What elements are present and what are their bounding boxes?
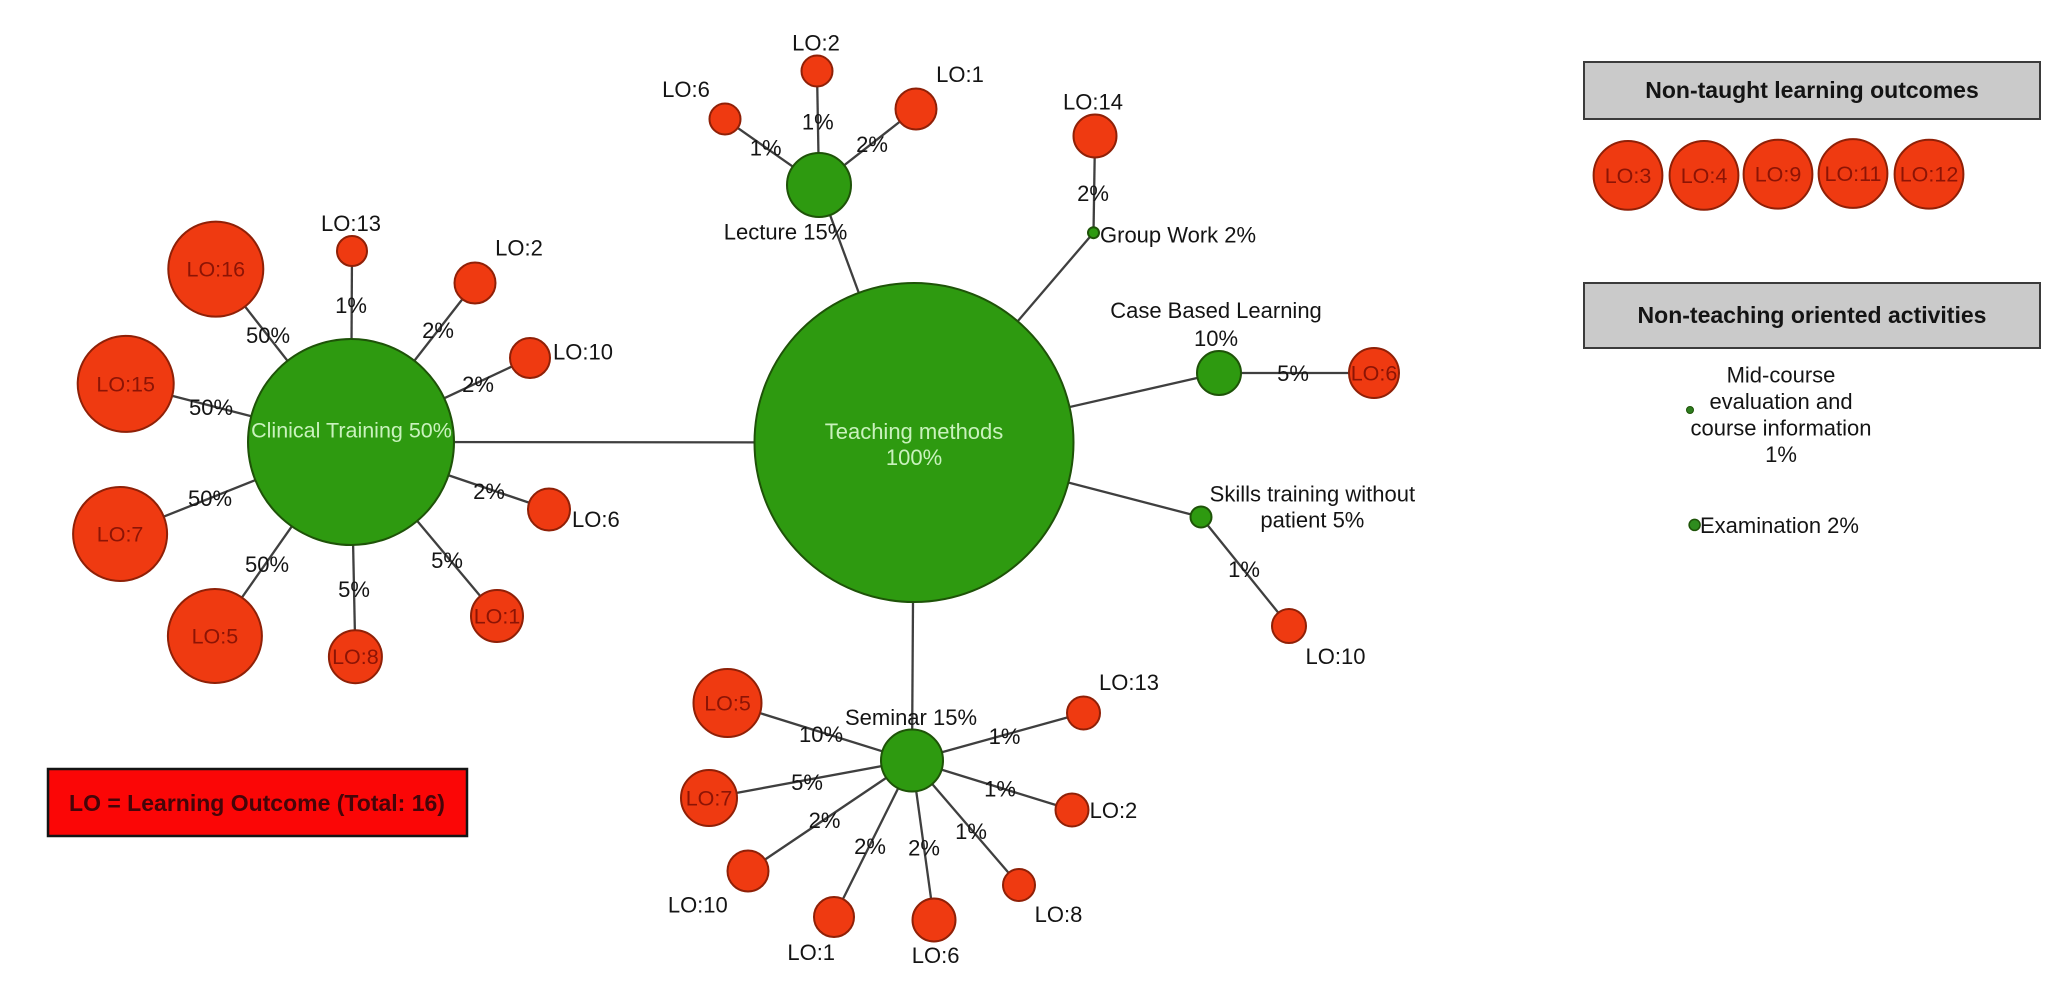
svg-text:LO:10: LO:10 — [668, 893, 728, 918]
svg-text:Examination 2%: Examination 2% — [1700, 513, 1859, 538]
svg-text:10%: 10% — [1194, 326, 1238, 351]
svg-text:LO:8: LO:8 — [332, 645, 379, 669]
svg-text:LO:6: LO:6 — [1351, 362, 1398, 386]
svg-text:LO:13: LO:13 — [1099, 670, 1159, 695]
svg-text:Lecture 15%: Lecture 15% — [724, 219, 848, 244]
svg-text:Seminar 15%: Seminar 15% — [845, 705, 977, 730]
svg-text:2%: 2% — [462, 372, 494, 397]
svg-text:1%: 1% — [955, 819, 987, 844]
svg-text:course information: course information — [1691, 416, 1872, 441]
svg-text:LO:13: LO:13 — [321, 211, 381, 236]
svg-text:LO:3: LO:3 — [1605, 164, 1652, 188]
svg-text:LO:16: LO:16 — [187, 258, 246, 282]
svg-text:1%: 1% — [335, 293, 367, 318]
svg-text:LO:6: LO:6 — [572, 507, 620, 532]
svg-text:5%: 5% — [338, 577, 370, 602]
svg-text:LO:2: LO:2 — [495, 236, 543, 261]
svg-text:LO:1: LO:1 — [787, 940, 835, 965]
svg-text:LO:4: LO:4 — [1681, 164, 1728, 188]
svg-text:LO:10: LO:10 — [553, 340, 613, 365]
svg-text:LO:7: LO:7 — [686, 787, 733, 811]
svg-text:LO:2: LO:2 — [792, 31, 840, 56]
svg-text:1%: 1% — [1765, 442, 1797, 467]
svg-text:50%: 50% — [245, 552, 289, 577]
svg-text:1%: 1% — [984, 777, 1016, 802]
svg-text:5%: 5% — [431, 548, 463, 573]
svg-text:1%: 1% — [802, 110, 834, 135]
svg-text:50%: 50% — [246, 323, 290, 348]
svg-text:LO = Learning Outcome (Total:: LO = Learning Outcome (Total: 16) — [69, 790, 445, 816]
svg-text:LO:9: LO:9 — [1755, 163, 1802, 187]
svg-text:LO:11: LO:11 — [1825, 162, 1882, 186]
svg-text:Skills training without: Skills training without — [1210, 481, 1415, 506]
svg-text:LO:2: LO:2 — [1090, 798, 1138, 823]
svg-text:LO:10: LO:10 — [1306, 644, 1366, 669]
svg-text:Mid-course: Mid-course — [1727, 363, 1836, 388]
svg-text:Group Work 2%: Group Work 2% — [1100, 223, 1256, 248]
svg-text:2%: 2% — [854, 834, 886, 859]
svg-text:50%: 50% — [189, 395, 233, 420]
svg-text:LO:1: LO:1 — [936, 62, 984, 87]
svg-text:2%: 2% — [908, 836, 940, 861]
svg-text:evaluation and: evaluation and — [1709, 389, 1852, 414]
svg-text:Non-teaching oriented activiti: Non-teaching oriented activities — [1638, 302, 1987, 328]
svg-text:1%: 1% — [989, 724, 1021, 749]
svg-text:100%: 100% — [886, 445, 942, 470]
svg-text:LO:1: LO:1 — [474, 605, 521, 629]
svg-text:10%: 10% — [799, 722, 843, 747]
svg-text:2%: 2% — [473, 479, 505, 504]
svg-text:2%: 2% — [1077, 181, 1109, 206]
svg-text:50%: 50% — [188, 486, 232, 511]
svg-text:LO:5: LO:5 — [704, 692, 751, 716]
svg-text:5%: 5% — [1277, 361, 1309, 386]
svg-text:2%: 2% — [422, 318, 454, 343]
svg-text:2%: 2% — [809, 808, 841, 833]
svg-text:LO:5: LO:5 — [192, 625, 239, 649]
svg-text:Non-taught learning outcomes: Non-taught learning outcomes — [1645, 77, 1979, 103]
svg-text:5%: 5% — [791, 770, 823, 795]
svg-text:LO:8: LO:8 — [1035, 902, 1083, 927]
svg-text:patient 5%: patient 5% — [1260, 507, 1364, 532]
svg-text:LO:6: LO:6 — [912, 943, 960, 968]
svg-text:LO:6: LO:6 — [662, 77, 710, 102]
svg-text:LO:12: LO:12 — [1900, 163, 1959, 187]
svg-text:1%: 1% — [1228, 557, 1260, 582]
svg-text:Teaching methods: Teaching methods — [825, 419, 1004, 444]
svg-text:2%: 2% — [856, 132, 888, 157]
svg-text:LO:7: LO:7 — [97, 523, 144, 547]
svg-text:LO:14: LO:14 — [1063, 90, 1123, 115]
svg-text:LO:15: LO:15 — [96, 372, 155, 396]
svg-text:1%: 1% — [750, 136, 782, 161]
svg-text:Case Based Learning: Case Based Learning — [1110, 298, 1322, 323]
svg-text:Clinical Training 50%: Clinical Training 50% — [251, 419, 452, 443]
